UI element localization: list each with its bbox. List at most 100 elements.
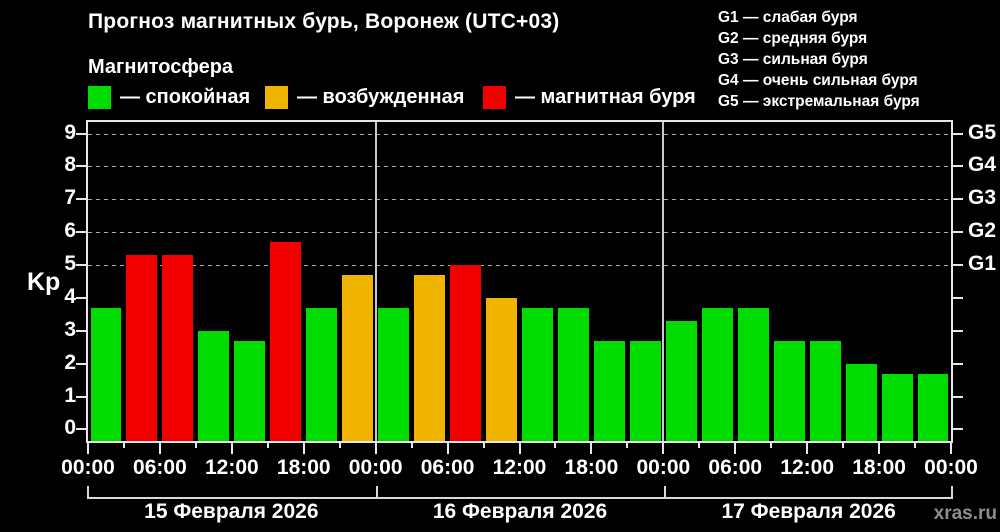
x-time-label: 00:00 bbox=[348, 456, 403, 479]
grid-line-kp6 bbox=[88, 232, 951, 234]
y-axis-tick bbox=[76, 198, 86, 201]
kp-bar bbox=[809, 340, 841, 441]
x-axis-major-tick bbox=[734, 443, 737, 454]
x-time-label: 00:00 bbox=[61, 456, 115, 479]
y-tick-label: 6 bbox=[64, 219, 76, 243]
kp-bar bbox=[845, 363, 877, 441]
y-axis-tick bbox=[76, 296, 86, 299]
grid-line-kp5 bbox=[88, 265, 951, 267]
date-axis-tick bbox=[87, 486, 89, 498]
x-axis-major-tick bbox=[518, 443, 521, 454]
legend-item-excited: — возбужденная bbox=[265, 85, 464, 110]
grid-line-kp8 bbox=[88, 166, 951, 168]
grid-line-kp9 bbox=[88, 133, 951, 135]
x-axis-major-tick bbox=[446, 443, 449, 454]
x-time-label: 12:00 bbox=[780, 456, 835, 479]
kp-bar bbox=[522, 307, 553, 441]
x-axis-major-tick bbox=[878, 443, 881, 454]
x-axis-minor-tick bbox=[410, 443, 413, 448]
kp-bar bbox=[126, 255, 158, 441]
legend-item-storm: — магнитная буря bbox=[483, 85, 696, 110]
x-time-label: 06:00 bbox=[708, 456, 763, 479]
watermark: xras.ru bbox=[933, 503, 997, 524]
x-axis-major-tick bbox=[87, 443, 89, 454]
y-tick-label: 3 bbox=[64, 317, 76, 341]
y-axis-tick bbox=[76, 132, 86, 135]
y-axis-tick bbox=[76, 362, 86, 365]
storm-scale-legend: G1 — слабая буря G2 — средняя буря G3 — … bbox=[718, 7, 920, 112]
x-axis-minor-tick bbox=[914, 443, 917, 448]
kp-bar bbox=[917, 373, 949, 441]
y-axis-tick bbox=[76, 428, 86, 431]
y-tick-label: 7 bbox=[64, 186, 76, 210]
right-axis-tick bbox=[953, 329, 963, 332]
x-axis-major-tick bbox=[374, 443, 377, 454]
right-axis-tick bbox=[953, 231, 963, 234]
date-axis-tick bbox=[951, 486, 953, 498]
g-level-label: G4 bbox=[968, 153, 997, 177]
x-axis-minor-tick bbox=[338, 443, 341, 448]
kp-bar bbox=[629, 340, 661, 441]
x-time-label: 12:00 bbox=[492, 456, 547, 479]
storm-scale-g1: G1 — слабая буря bbox=[718, 9, 858, 26]
date-label: 16 Февраля 2026 bbox=[432, 500, 608, 523]
x-time-label: 12:00 bbox=[204, 456, 259, 479]
date-label: 17 Февраля 2026 bbox=[721, 500, 896, 523]
chart-title: Прогноз магнитных бурь, Воронеж (UTC+03) bbox=[88, 10, 560, 33]
right-axis-tick bbox=[953, 296, 963, 299]
legend-label-quiet: — спокойная bbox=[120, 86, 251, 108]
x-time-label: 06:00 bbox=[420, 456, 475, 479]
kp-bar bbox=[378, 307, 410, 441]
storm-scale-g4: G4 — очень сильная буря bbox=[718, 72, 918, 89]
day-separator bbox=[374, 122, 377, 441]
kp-bar bbox=[342, 274, 374, 441]
kp-bar bbox=[665, 320, 697, 441]
excited-color-swatch bbox=[265, 86, 288, 109]
kp-bar bbox=[414, 274, 446, 441]
y-tick-label: 4 bbox=[64, 284, 76, 308]
right-axis-tick bbox=[953, 132, 963, 135]
day-separator bbox=[662, 122, 665, 441]
x-axis-minor-tick bbox=[554, 443, 557, 448]
x-time-label: 18:00 bbox=[852, 456, 906, 479]
x-axis-major-tick bbox=[302, 443, 305, 454]
kp-bar bbox=[198, 330, 230, 441]
kp-bar bbox=[557, 307, 589, 441]
x-axis-major-tick bbox=[158, 443, 161, 454]
right-axis-tick bbox=[953, 428, 963, 431]
chart-subtitle: Магнитосфера bbox=[88, 56, 234, 78]
storm-color-swatch bbox=[483, 86, 506, 109]
kp-bar bbox=[486, 297, 517, 441]
date-axis-line bbox=[87, 497, 953, 499]
x-time-label: 00:00 bbox=[636, 456, 691, 479]
x-axis-minor-tick bbox=[698, 443, 701, 448]
y-tick-label: 8 bbox=[64, 153, 76, 177]
kp-bar bbox=[270, 242, 302, 441]
kp-bar bbox=[701, 307, 733, 441]
y-tick-label: 0 bbox=[64, 416, 76, 440]
x-axis-minor-tick bbox=[266, 443, 269, 448]
x-axis-minor-tick bbox=[626, 443, 629, 448]
right-axis-tick bbox=[953, 395, 963, 398]
y-tick-label: 1 bbox=[64, 383, 76, 407]
y-axis-tick bbox=[76, 264, 86, 267]
kp-bar bbox=[737, 307, 769, 441]
x-axis-minor-tick bbox=[770, 443, 773, 448]
y-tick-label: 9 bbox=[64, 120, 76, 144]
right-axis-tick bbox=[953, 198, 963, 201]
x-time-label: 00:00 bbox=[924, 456, 978, 479]
g-level-label: G1 bbox=[968, 252, 997, 276]
quiet-color-swatch bbox=[88, 86, 111, 109]
kp-bar bbox=[162, 255, 194, 441]
right-axis-tick bbox=[953, 165, 963, 168]
legend-label-excited: — возбужденная bbox=[297, 86, 465, 108]
x-time-label: 06:00 bbox=[133, 456, 187, 479]
g-level-label: G2 bbox=[968, 219, 997, 243]
legend-item-quiet: — спокойная bbox=[88, 85, 250, 110]
date-label: 15 Февраля 2026 bbox=[144, 500, 319, 523]
storm-scale-g2: G2 — средняя буря bbox=[718, 30, 868, 47]
kp-bar bbox=[773, 340, 805, 441]
kp-bar bbox=[881, 373, 913, 441]
g-level-label: G3 bbox=[968, 186, 997, 210]
